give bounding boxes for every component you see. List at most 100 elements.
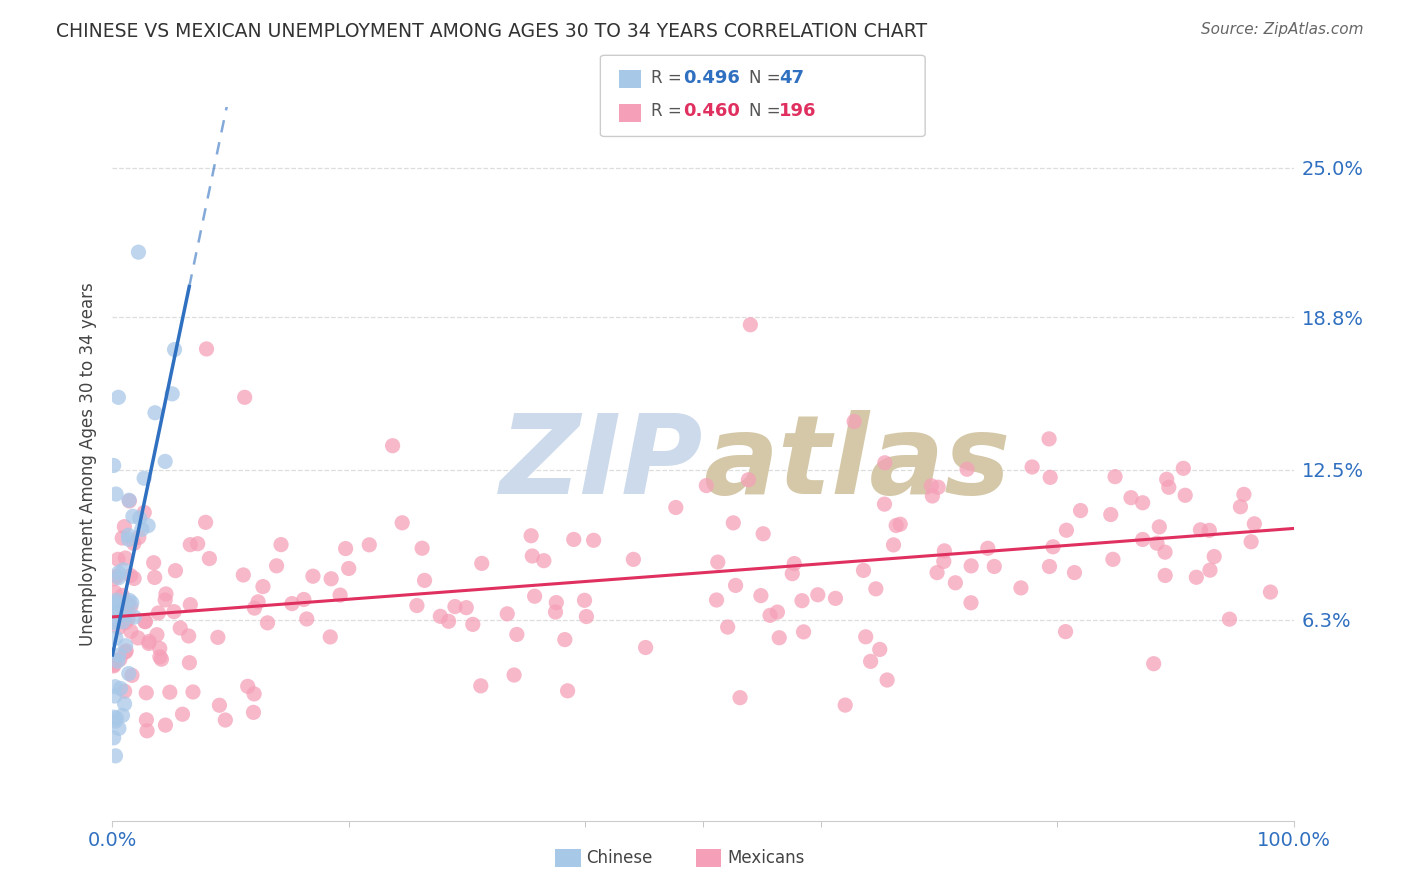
Point [172, 707, 194, 722]
Point [243, 601, 266, 615]
Point [1260, 585, 1282, 599]
Point [120, 568, 142, 582]
Point [707, 555, 730, 569]
Point [148, 606, 170, 620]
Point [195, 342, 218, 356]
Point [1240, 534, 1263, 549]
Point [1054, 624, 1077, 639]
Point [1173, 461, 1195, 475]
Point [111, 531, 134, 545]
Point [859, 654, 882, 668]
Point [546, 596, 568, 610]
Point [319, 630, 342, 644]
Point [131, 522, 153, 536]
Point [1218, 612, 1240, 626]
Point [1021, 460, 1043, 475]
Point [118, 593, 141, 607]
Point [695, 478, 717, 492]
Point [925, 566, 948, 580]
Point [889, 517, 911, 532]
Text: Chinese: Chinese [586, 849, 652, 867]
Text: 196: 196 [779, 103, 817, 120]
Point [103, 596, 125, 610]
Point [1063, 566, 1085, 580]
Point [1156, 472, 1178, 486]
Point [252, 580, 274, 594]
Point [179, 656, 201, 670]
Point [1199, 563, 1222, 577]
Point [876, 673, 898, 687]
Point [138, 634, 160, 648]
Point [112, 563, 135, 577]
Point [143, 406, 166, 420]
Point [1038, 559, 1060, 574]
Point [834, 698, 856, 712]
Point [155, 718, 177, 732]
Point [104, 631, 127, 645]
Point [105, 487, 128, 501]
Point [153, 454, 176, 468]
Point [118, 533, 141, 547]
Point [118, 494, 141, 508]
Point [506, 627, 529, 641]
Point [107, 621, 129, 635]
Point [247, 595, 270, 609]
Point [790, 593, 813, 607]
Point [873, 456, 896, 470]
Point [335, 541, 357, 556]
Point [444, 599, 467, 614]
Point [728, 690, 751, 705]
Point [1157, 480, 1180, 494]
Point [118, 493, 141, 508]
Point [214, 713, 236, 727]
Point [107, 571, 129, 585]
Point [737, 473, 759, 487]
Point [292, 592, 315, 607]
Point [266, 558, 288, 573]
Text: 0.496: 0.496 [683, 69, 740, 87]
Point [134, 615, 156, 629]
Point [302, 569, 325, 583]
Point [706, 593, 728, 607]
Point [381, 439, 404, 453]
Point [749, 589, 772, 603]
Point [105, 604, 128, 618]
Point [461, 617, 484, 632]
Point [105, 569, 128, 583]
Point [233, 390, 256, 404]
Point [179, 598, 201, 612]
Point [1104, 469, 1126, 483]
Point [337, 561, 360, 575]
Point [243, 687, 266, 701]
Point [114, 551, 136, 566]
Point [437, 615, 460, 629]
Point [359, 538, 381, 552]
Point [118, 666, 141, 681]
Point [124, 610, 146, 624]
Point [143, 570, 166, 584]
Point [149, 641, 172, 656]
Point [329, 588, 352, 602]
Point [920, 479, 942, 493]
Point [114, 639, 136, 653]
Point [207, 631, 229, 645]
Point [111, 589, 134, 603]
Point [759, 608, 782, 623]
Point [1185, 570, 1208, 584]
Point [103, 615, 125, 630]
Point [471, 557, 494, 571]
Point [163, 605, 186, 619]
Point [780, 566, 803, 581]
Point [281, 597, 304, 611]
Point [575, 609, 598, 624]
Point [103, 659, 125, 673]
Point [127, 631, 149, 645]
Point [1204, 549, 1226, 564]
Point [136, 518, 159, 533]
Point [406, 599, 429, 613]
Point [503, 668, 526, 682]
Text: R =: R = [651, 103, 688, 120]
Point [522, 549, 544, 563]
Point [562, 533, 585, 547]
Point [104, 748, 127, 763]
